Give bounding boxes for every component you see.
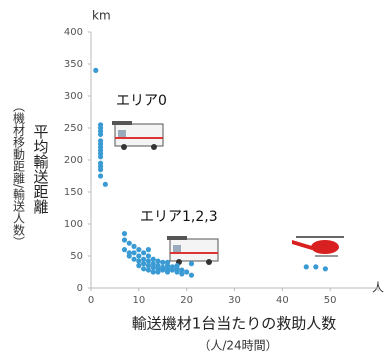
point bbox=[122, 247, 127, 252]
x-tick-label: 20 bbox=[180, 295, 193, 306]
y-tick-label: 150 bbox=[64, 187, 83, 198]
annotation: エリア1,2,3 bbox=[140, 209, 218, 225]
point bbox=[122, 237, 127, 242]
x-tick-label: 10 bbox=[132, 295, 145, 306]
point bbox=[146, 259, 151, 264]
y-tick-label: 100 bbox=[64, 219, 83, 230]
point bbox=[141, 261, 146, 266]
point bbox=[184, 269, 189, 274]
point bbox=[179, 271, 184, 276]
chart: km 人 輸送機材1台当たりの救助人数 （人/24時間） 平均輸送距離 （機材移… bbox=[0, 0, 390, 356]
point bbox=[304, 264, 309, 269]
y-tick-label: 300 bbox=[64, 91, 83, 102]
point bbox=[160, 260, 165, 265]
x-tick-label: 0 bbox=[88, 295, 94, 306]
point bbox=[141, 250, 146, 255]
point bbox=[189, 273, 194, 278]
point bbox=[131, 250, 136, 255]
point bbox=[98, 154, 103, 159]
point bbox=[146, 253, 151, 258]
point bbox=[141, 266, 146, 271]
point bbox=[146, 263, 151, 268]
point bbox=[93, 68, 98, 73]
point bbox=[127, 241, 132, 246]
helicopter-icon bbox=[292, 237, 344, 256]
point bbox=[127, 253, 132, 258]
point bbox=[136, 247, 141, 252]
point bbox=[155, 269, 160, 274]
point bbox=[141, 257, 146, 262]
point bbox=[136, 253, 141, 258]
x-tick-label: 50 bbox=[324, 295, 337, 306]
point bbox=[146, 267, 151, 272]
point bbox=[189, 261, 194, 266]
y-tick-label: 250 bbox=[64, 123, 83, 134]
point bbox=[131, 244, 136, 249]
annotation: エリア0 bbox=[116, 93, 167, 109]
x-label: 輸送機材1台当たりの救助人数 bbox=[132, 315, 337, 333]
point bbox=[131, 257, 136, 262]
point bbox=[103, 182, 108, 187]
x-label-sub: （人/24時間） bbox=[198, 339, 277, 353]
point bbox=[151, 269, 156, 274]
point bbox=[175, 263, 180, 268]
y-tick-label: 400 bbox=[64, 27, 83, 38]
ambulance-icon bbox=[167, 236, 218, 265]
y-tick-label: 350 bbox=[64, 59, 83, 70]
y-label: 平均輸送距離 bbox=[32, 124, 50, 214]
point bbox=[151, 257, 156, 262]
point bbox=[136, 263, 141, 268]
point bbox=[160, 267, 165, 272]
point bbox=[151, 265, 156, 270]
point bbox=[122, 231, 127, 236]
point bbox=[98, 173, 103, 178]
y-unit: km bbox=[92, 9, 111, 23]
x-tick-label: 40 bbox=[276, 295, 289, 306]
point bbox=[98, 132, 103, 137]
point bbox=[136, 259, 141, 264]
y-label-sub: （機材移動距離/輸送人数） bbox=[12, 100, 26, 248]
point bbox=[98, 167, 103, 172]
point bbox=[165, 269, 170, 274]
y-tick-label: 200 bbox=[64, 155, 83, 166]
point bbox=[323, 266, 328, 271]
point bbox=[155, 259, 160, 264]
point bbox=[165, 260, 170, 265]
x-tick-label: 30 bbox=[228, 295, 241, 306]
ambulance-icon bbox=[112, 121, 163, 150]
point bbox=[146, 247, 151, 252]
point bbox=[313, 264, 318, 269]
y-tick-label: 50 bbox=[70, 251, 83, 262]
point bbox=[175, 269, 180, 274]
point bbox=[170, 267, 175, 272]
y-tick-label: 0 bbox=[77, 283, 83, 294]
